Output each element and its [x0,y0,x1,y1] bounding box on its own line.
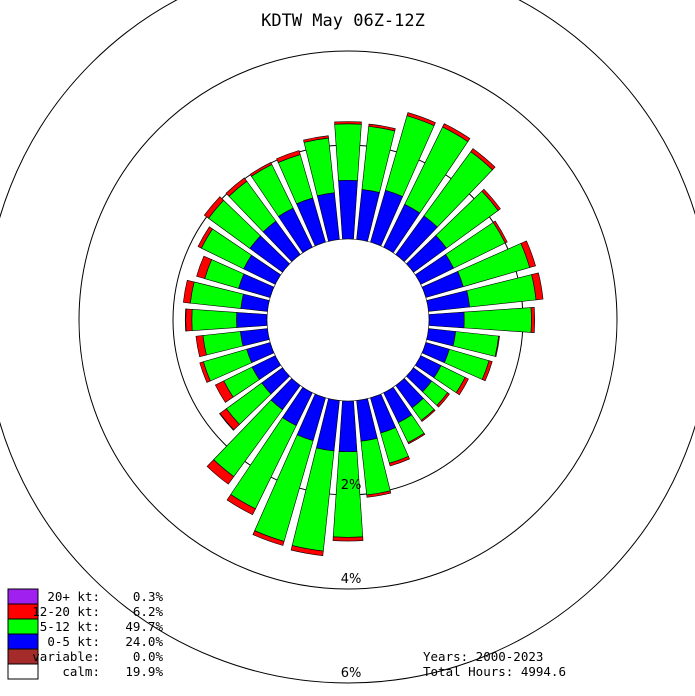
legend-value: 49.7% [125,619,163,634]
bar-270-20-kt [184,308,187,332]
ring-labels: 2% 4% 6% [341,478,362,681]
bar-200-12-20-kt [252,530,285,546]
bar-270-12-20-kt [185,308,193,332]
bar-260-0-5-kt [240,328,270,347]
bar-240-12-20-kt [214,380,234,403]
legend: 20+ kt: 0.3% 12-20 kt: 6.2% 5-12 kt: 49.7% 0-5… [7,588,164,680]
bar-300-12-20-kt [197,226,213,249]
legend-label: 5-12 kt: [40,619,100,634]
bar-20-12-20-kt [406,112,436,127]
chart-title: KDTW May 06Z-12Z [261,11,425,31]
bar-330-12-20-kt [249,162,273,177]
bar-90-0-5-kt [428,311,465,329]
bar-50-12-20-kt [481,188,501,211]
bar-80-12-20-kt [531,272,544,301]
ring-label: 6% [341,666,362,681]
bar-340-12-20-kt [276,150,301,163]
legend-swatch [7,588,39,605]
legend-value: 19.9% [125,664,163,679]
legend-swatch [7,618,39,635]
total-hours-text: Total Hours: 4994.6 [423,664,566,679]
legend-label: calm: [62,664,100,679]
bar-170-12-20-kt [366,490,392,498]
bar-190-12-20-kt [290,545,324,557]
bar-60-12-20-kt [492,220,508,244]
bar-270-0-5-kt [236,312,268,328]
bar-10-12-20-kt [368,123,396,132]
bar-310-12-20-kt [203,196,225,219]
bar-180-5-12-kt [332,451,364,538]
wind-bars [183,112,544,557]
bar-180-12-20-kt [332,536,364,542]
legend-label: 12-20 kt: [32,604,100,619]
bar-40-12-20-kt [470,148,496,171]
bar-0-12-20-kt [334,121,362,125]
bar-320-12-20-kt [225,177,248,197]
legend-label: variable: [32,649,100,664]
ring-label: 2% [341,478,362,493]
bar-350-12-20-kt [303,135,329,143]
legend-swatch [7,633,39,650]
footer: Years: 2000-2023 Total Hours: 4994.6 [423,649,566,679]
bar-100-12-20-kt [494,335,500,357]
bar-260-5-12-kt [202,331,244,356]
legend-label: 20+ kt: [47,589,100,604]
bar-70-12-20-kt [520,240,536,268]
bar-90-5-12-kt [463,307,532,333]
bar-110-12-20-kt [481,360,493,382]
bar-100-0-5-kt [426,328,456,347]
bar-0-0-5-kt [338,179,358,240]
bar-160-12-20-kt [388,455,410,467]
bar-140-12-20-kt [420,409,436,422]
calm-circle [266,238,430,402]
range-ring-4pct [78,50,618,590]
ring-label: 4% [341,572,362,587]
years-text: Years: 2000-2023 [423,649,543,664]
bar-260-12-20-kt [195,335,207,358]
legend-value: 24.0% [125,634,163,649]
bar-90-12-20-kt [530,306,536,334]
bar-220-12-20-kt [206,459,235,485]
bar-30-12-20-kt [442,123,471,143]
bar-250-12-20-kt [199,361,211,383]
bar-180-0-5-kt [338,400,358,453]
bar-290-12-20-kt [196,255,213,280]
bar-280-12-20-kt [183,279,195,304]
legend-swatch [7,663,39,680]
bar-130-12-20-kt [436,392,450,408]
bar-280-0-5-kt [240,293,270,312]
bar-120-12-20-kt [455,376,469,396]
bar-0-5-12-kt [334,123,362,181]
bar-230-20-kt [219,412,235,431]
legend-label: 0-5 kt: [47,634,100,649]
bar-150-12-20-kt [407,432,426,445]
legend-value: 0.3% [133,589,164,604]
legend-value: 0.0% [133,649,164,664]
bar-210-12-20-kt [226,494,256,516]
bar-270-5-12-kt [191,309,238,331]
legend-value: 6.2% [133,604,164,619]
